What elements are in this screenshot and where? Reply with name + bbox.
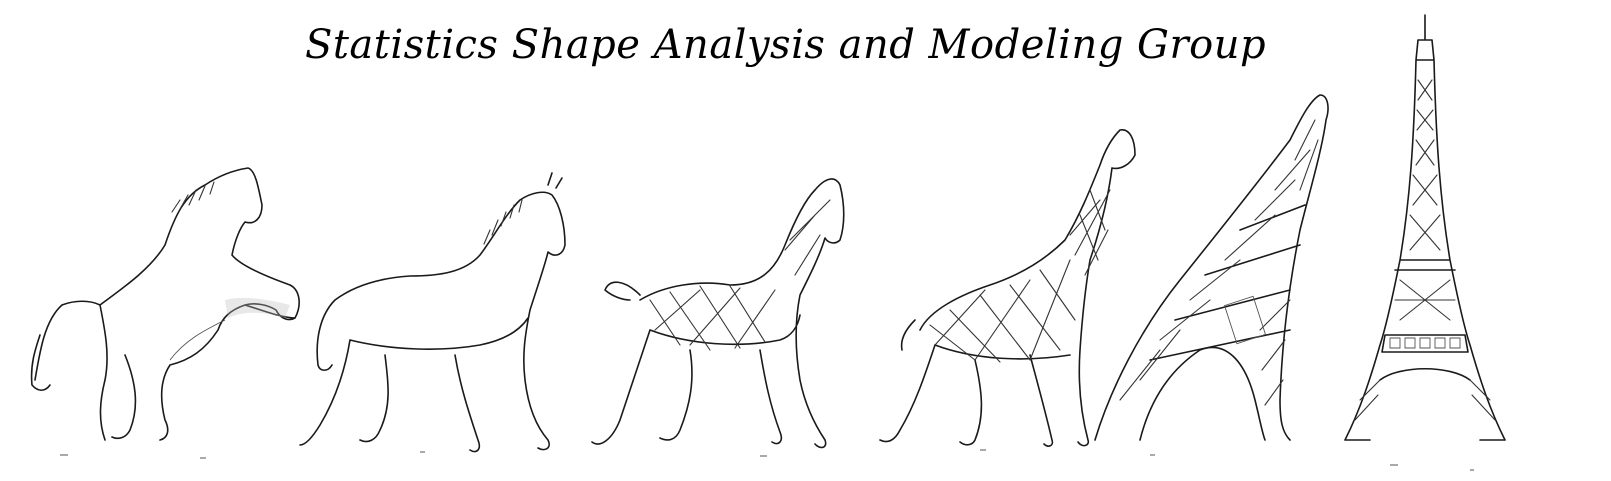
bent-tower-sketch bbox=[1094, 94, 1329, 441]
horse-trotting-sketch bbox=[299, 172, 566, 453]
page-title: Statistics Shape Analysis and Modeling G… bbox=[304, 22, 1267, 68]
horse-lattice-sketch bbox=[591, 178, 845, 449]
horse-rearing-sketch bbox=[30, 167, 300, 441]
ground-specks bbox=[60, 449, 1474, 471]
giraffe-lattice-sketch bbox=[879, 129, 1136, 447]
eiffel-tower-sketch bbox=[1344, 14, 1506, 441]
